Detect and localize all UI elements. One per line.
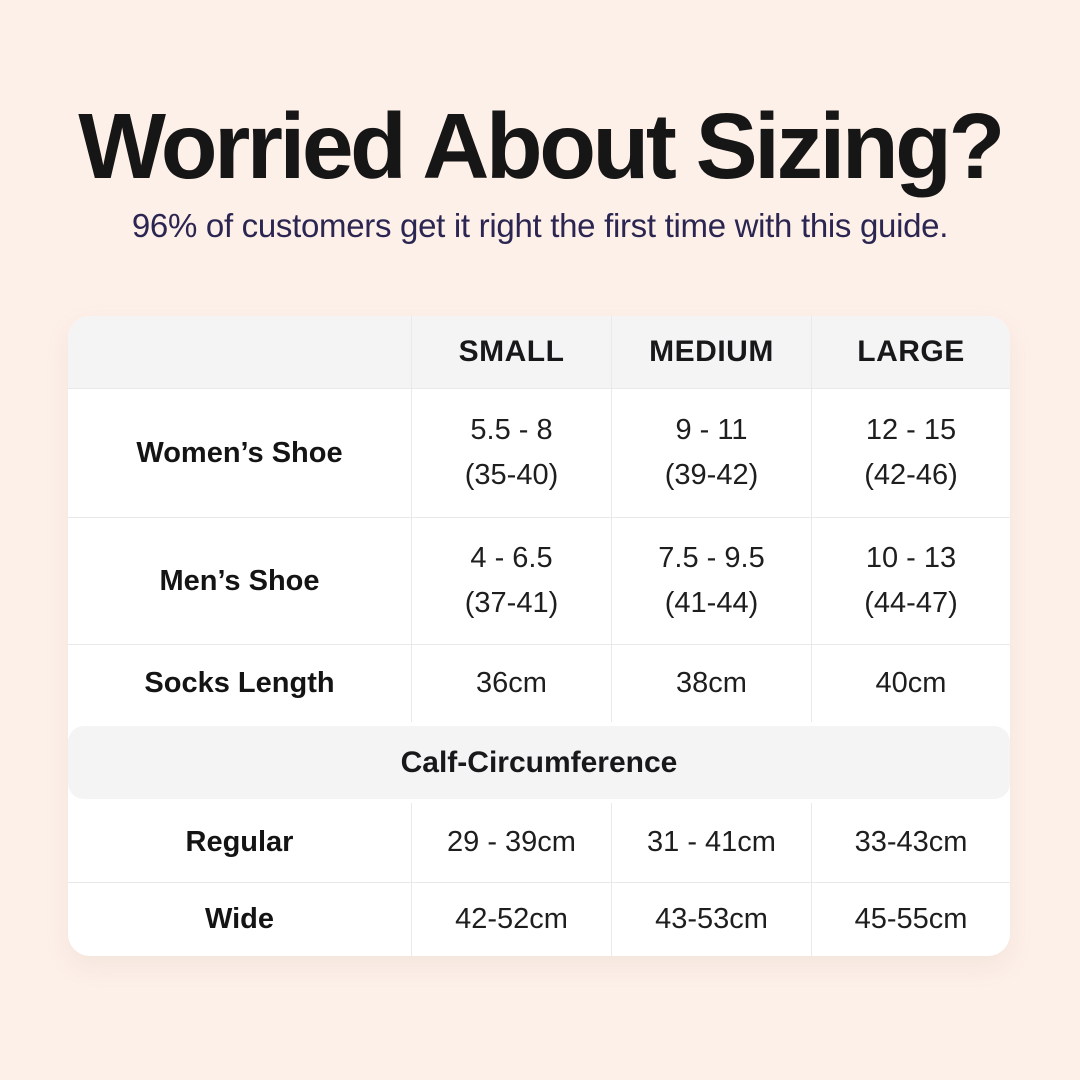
cell-regular-medium: 31 - 41cm <box>612 803 812 883</box>
value-line2: (44-47) <box>864 587 958 619</box>
cell-regular-large: 33-43cm <box>812 803 1010 883</box>
cell-socks-small: 36cm <box>412 645 612 722</box>
row-label-wide: Wide <box>68 883 412 956</box>
cell-wide-medium: 43-53cm <box>612 883 812 956</box>
value-line2: (35-40) <box>464 459 559 491</box>
cell-wide-small: 42-52cm <box>412 883 612 956</box>
value-line2: (42-46) <box>864 459 958 491</box>
row-label-socks-length: Socks Length <box>68 645 412 722</box>
cell-womens-medium: 9 - 11 (39-42) <box>612 389 812 518</box>
column-header-large: LARGE <box>812 316 1010 389</box>
section-header-calf-circumference: Calf-Circumference <box>68 726 1010 799</box>
row-label-regular: Regular <box>68 803 412 883</box>
cell-womens-small: 5.5 - 8 (35-40) <box>412 389 612 518</box>
page-title: Worried About Sizing? <box>78 94 1005 198</box>
value-line1: 4 - 6.5 <box>470 542 553 575</box>
cell-regular-small: 29 - 39cm <box>412 803 612 883</box>
value-line1: 10 - 13 <box>865 542 957 575</box>
value-line2: (39-42) <box>664 459 759 491</box>
value-line1: 5.5 - 8 <box>470 414 553 447</box>
cell-mens-small: 4 - 6.5 (37-41) <box>412 518 612 645</box>
value-line1: 7.5 - 9.5 <box>658 542 765 575</box>
row-label-mens-shoe: Men’s Shoe <box>68 518 412 645</box>
cell-socks-medium: 38cm <box>612 645 812 722</box>
column-header-blank <box>68 316 412 389</box>
size-chart-table: SMALL MEDIUM LARGE Women’s Shoe 5.5 - 8 … <box>68 316 1010 956</box>
cell-womens-large: 12 - 15 (42-46) <box>812 389 1010 518</box>
column-header-small: SMALL <box>412 316 612 389</box>
cell-wide-large: 45-55cm <box>854 903 968 935</box>
column-header-medium: MEDIUM <box>612 316 812 389</box>
value-line2: (37-41) <box>464 587 559 619</box>
page-subtitle: 96% of customers get it right the first … <box>131 207 949 244</box>
value-line2: (41-44) <box>664 587 759 619</box>
cell-mens-medium: 7.5 - 9.5 (41-44) <box>612 518 812 645</box>
cell-socks-large: 40cm <box>875 667 947 699</box>
value-line1: 12 - 15 <box>865 414 957 447</box>
cell-mens-large: 10 - 13 (44-47) <box>812 518 1010 645</box>
value-line1: 9 - 11 <box>675 414 748 447</box>
row-label-womens-shoe: Women’s Shoe <box>68 389 412 518</box>
